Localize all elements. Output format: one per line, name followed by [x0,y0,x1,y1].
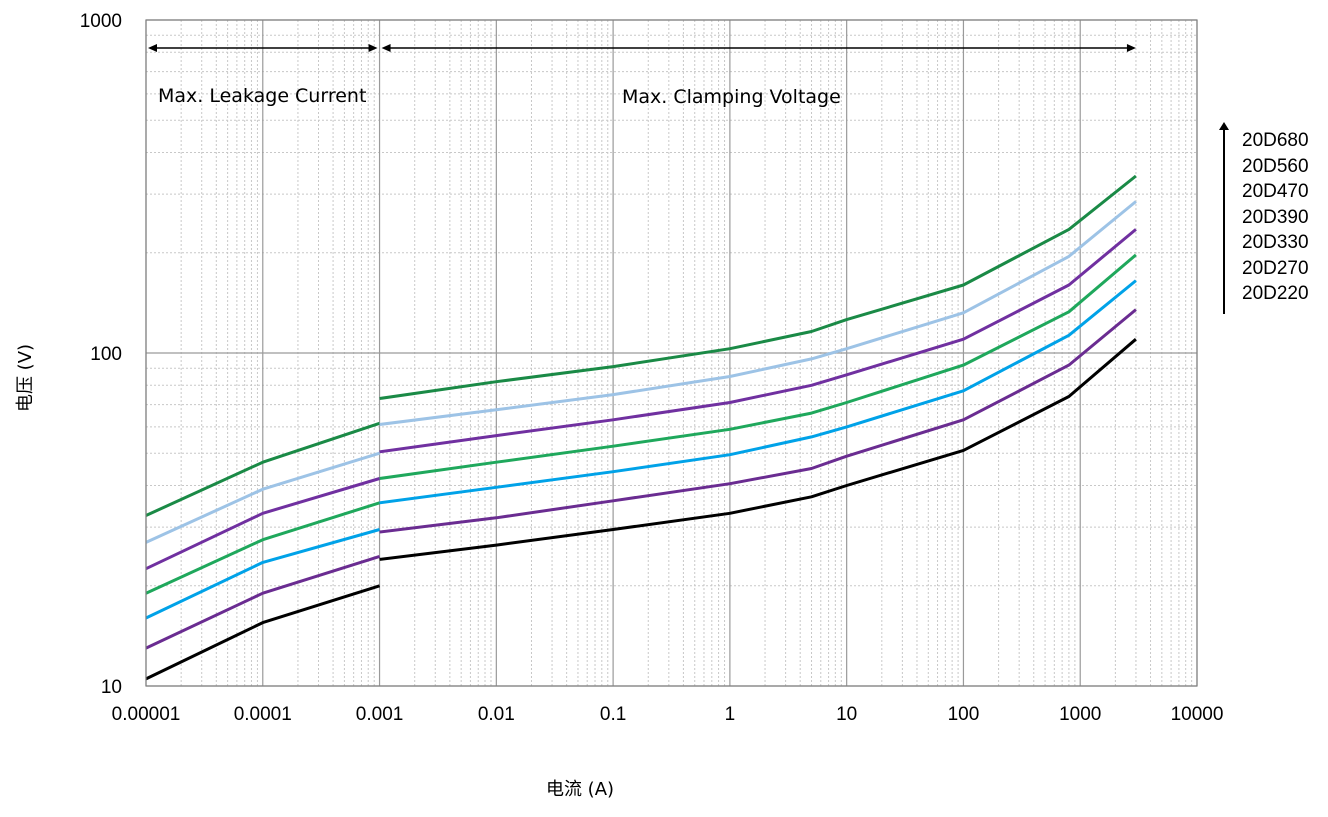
series-20d680-leakage-line [145,421,381,517]
x-tick-label: 0.01 [478,704,515,725]
y-tick-label: 1000 [80,11,122,32]
legend-item-20d470: 20D470 [1242,181,1309,202]
legend-item-20d270: 20D270 [1242,257,1309,279]
series-20d220-leakage-line [145,584,381,681]
series-20d680-clamping-line [379,174,1137,400]
leakage-annotation: Max. Leakage Current [158,85,367,107]
series-20d330-clamping-line [379,279,1137,505]
series-20d560-leakage-line [145,451,381,544]
x-tick-label: 0.0001 [234,704,292,725]
series-order-arrow [1219,122,1229,314]
legend-item-20d680: 20D680 [1242,130,1309,151]
series-20d470-clamping-line [379,228,1137,454]
y-tick-label: 100 [90,344,122,365]
series-20d270-clamping-line [379,308,1137,534]
x-tick-label: 0.001 [356,704,404,725]
legend-item-20d560: 20D560 [1242,155,1309,177]
x-tick-label: 1000 [1059,704,1101,725]
x-tick-label: 1 [725,704,736,725]
legend: 20D680 20D560 20D470 20D390 20D330 20D27… [1242,128,1309,307]
series-lines [145,174,1137,681]
y-axis-title-text: 电压 (V) [15,343,36,413]
x-tick-label: 0.1 [600,704,626,725]
plot-frame [145,19,1198,687]
leakage-arrow-head-right [368,44,378,52]
x-tick-label: 100 [948,704,980,725]
axes: 0.00001 0.0001 0.001 0.01 0.1 1 10 100 1000 10000… [80,11,1224,725]
y-tick-label: 10 [101,677,122,698]
series-20d330-leakage-line [145,528,381,620]
series-20d560-clamping-line [379,200,1137,426]
legend-item-20d390: 20D390 [1242,206,1309,228]
x-tick-label: 0.00001 [112,704,181,725]
x-tick-label: 10000 [1171,704,1224,725]
legend-item-20d220: 20D220 [1242,283,1309,304]
y-axis-title: 电压 (V) [4,330,44,420]
clamping-arrow-head-left [381,44,391,52]
clamping-arrow-head-right [1126,44,1136,52]
series-20d220-clamping-line [379,338,1137,561]
x-tick-label: 10 [836,704,857,725]
x-axis-title: 电流 (A) [545,779,615,800]
leakage-arrow-head-left [148,44,157,52]
series-20d270-leakage-line [145,554,381,650]
range-arrows [148,44,1136,52]
clamping-annotation: Max. Clamping Voltage [622,86,841,108]
legend-item-20d330: 20D330 [1242,232,1309,253]
series-20d390-clamping-line [379,253,1137,480]
series-20d470-leakage-line [145,477,381,571]
series-20d390-leakage-line [145,501,381,595]
grid [145,19,1198,687]
